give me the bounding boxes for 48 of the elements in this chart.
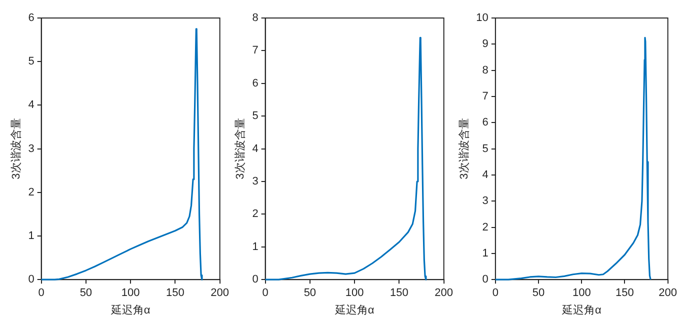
x-axis-title: 延迟角α (560, 303, 602, 316)
y-tick-label: 4 (252, 142, 258, 155)
y-tick-label: 3 (482, 195, 488, 208)
y-tick-label: 1 (482, 247, 488, 260)
y-tick-label: 8 (482, 64, 488, 76)
x-tick-label: 200 (658, 287, 678, 300)
x-tick-label: 150 (390, 287, 408, 300)
y-tick-label: 7 (482, 90, 488, 103)
x-tick-label: 100 (121, 287, 140, 300)
y-tick-label: 6 (252, 77, 258, 90)
x-tick-label: 50 (304, 287, 316, 300)
y-tick-label: 4 (482, 168, 488, 181)
y-tick-label: 6 (482, 116, 488, 129)
y-tick-label: 1 (28, 230, 34, 242)
y-axis-title: 3次谐波含量 (458, 118, 471, 180)
x-tick-label: 0 (262, 287, 268, 300)
y-tick-label: 3 (28, 142, 34, 155)
y-axis-title: 3次谐波含量 (234, 118, 247, 180)
y-tick-label: 0 (252, 274, 258, 286)
y-tick-label: 9 (482, 38, 488, 50)
y-tick-label: 0 (28, 274, 34, 286)
y-tick-label: 2 (28, 186, 34, 198)
x-tick-label: 200 (210, 287, 230, 300)
y-tick-label: 7 (252, 44, 258, 57)
y-tick-label: 2 (482, 221, 488, 234)
y-tick-label: 5 (252, 110, 258, 122)
y-tick-label: 5 (482, 142, 488, 155)
x-tick-label: 50 (80, 287, 92, 300)
x-tick-label: 150 (166, 287, 184, 300)
y-tick-label: 8 (252, 12, 258, 24)
x-tick-label: 150 (616, 287, 634, 300)
y-axis-title: 3次谐波含量 (10, 118, 23, 180)
y-tick-label: 10 (476, 12, 488, 24)
y-tick-label: 4 (28, 99, 34, 112)
x-tick-label: 0 (38, 287, 44, 300)
x-tick-label: 100 (345, 287, 364, 300)
x-tick-label: 0 (492, 287, 498, 300)
y-tick-label: 0 (482, 274, 488, 286)
x-axis-title: 延迟角α (110, 303, 151, 316)
y-tick-label: 6 (28, 12, 34, 24)
y-tick-label: 2 (252, 208, 258, 220)
y-tick-label: 3 (252, 176, 258, 188)
x-axis-title: 延迟角α (334, 303, 375, 316)
y-tick-label: 1 (252, 240, 258, 253)
x-tick-label: 200 (434, 287, 454, 300)
y-tick-label: 5 (28, 56, 34, 68)
x-tick-label: 50 (532, 287, 545, 300)
x-tick-label: 100 (572, 287, 591, 300)
